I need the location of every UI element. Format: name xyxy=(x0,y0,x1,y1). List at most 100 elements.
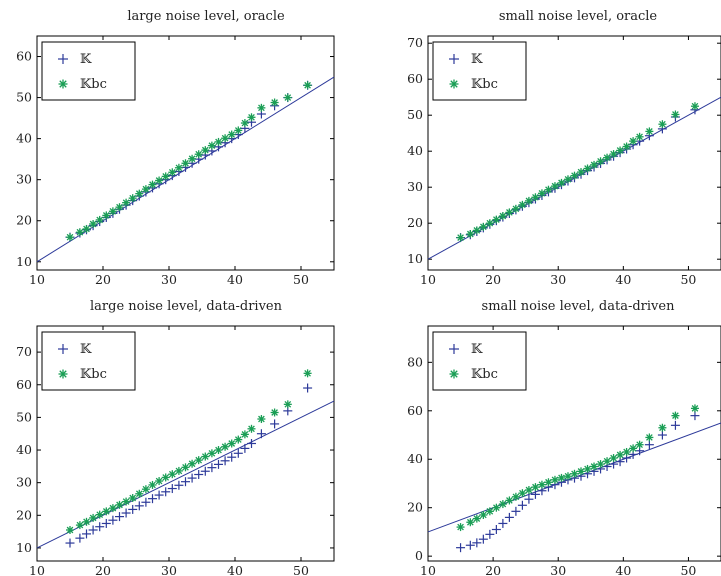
data-point-kbc xyxy=(524,486,533,495)
data-point-kbc xyxy=(188,459,197,468)
data-point-kbc xyxy=(221,442,230,451)
data-point-kbc xyxy=(498,212,507,220)
data-point-k xyxy=(82,529,91,539)
data-point-kbc xyxy=(82,224,91,233)
data-point-kbc xyxy=(214,446,223,455)
data-point-kbc xyxy=(207,141,216,150)
data-point-kbc xyxy=(645,127,654,136)
plot-frame xyxy=(36,325,335,562)
y-tick-label: 30 xyxy=(16,172,32,187)
legend-symbol-star xyxy=(449,369,459,379)
x-tick-label: 30 xyxy=(161,563,177,576)
data-point-kbc xyxy=(570,171,579,180)
data-point-k xyxy=(207,463,217,473)
data-point-k xyxy=(154,490,164,500)
x-tick-label: 40 xyxy=(615,272,631,287)
data-point-kbc xyxy=(270,98,279,107)
data-point-kbc xyxy=(108,504,117,513)
data-point-k xyxy=(187,473,197,483)
legend-symbol-plus xyxy=(58,344,68,354)
data-point-kbc xyxy=(609,150,618,159)
data-point-kbc xyxy=(95,510,104,519)
data-point-kbc xyxy=(128,194,137,203)
data-point-kbc xyxy=(141,485,150,494)
y-tick-label: 20 xyxy=(407,500,423,515)
data-point-kbc xyxy=(89,220,98,229)
data-point-kbc xyxy=(227,130,236,139)
y-tick-label: 50 xyxy=(16,409,32,424)
x-tick-label: 10 xyxy=(420,272,436,287)
axis-ticks: 10 20 30 40 50 10 20 30 40 50 60 xyxy=(16,36,334,287)
data-point-kbc xyxy=(115,203,124,212)
panel-small-noise-data-driven: small noise level, data-driven 10 20 30 40 5… xyxy=(407,299,721,576)
data-point-kbc xyxy=(303,81,312,90)
data-point-kbc xyxy=(181,159,190,168)
data-point-kbc xyxy=(498,500,507,509)
legend-marker-kbc xyxy=(449,79,459,89)
data-point-kbc xyxy=(479,510,488,519)
data-points xyxy=(65,369,313,548)
legend-label-kbc: 𝕂bc xyxy=(80,77,107,92)
data-point-kbc xyxy=(472,226,481,235)
data-point-k xyxy=(644,440,654,450)
data-point-kbc xyxy=(240,430,249,439)
data-point-kbc xyxy=(188,154,197,163)
data-point-k xyxy=(200,466,210,476)
y-tick-label: 10 xyxy=(16,254,32,269)
y-tick-label: 70 xyxy=(407,35,423,50)
x-tick-label: 50 xyxy=(293,563,309,576)
data-point-kbc xyxy=(505,496,514,505)
y-tick-label: 0 xyxy=(415,548,423,563)
data-point-kbc xyxy=(234,435,243,444)
data-point-k xyxy=(240,443,250,453)
panel-title: large noise level, oracle xyxy=(127,9,285,24)
y-tick-label: 30 xyxy=(16,475,32,490)
data-point-kbc xyxy=(66,233,74,242)
data-point-kbc xyxy=(629,137,638,146)
data-point-kbc xyxy=(148,480,157,489)
data-point-kbc xyxy=(531,193,540,202)
legend: 𝕂 𝕂bc xyxy=(41,41,136,101)
y-tick-label: 40 xyxy=(16,131,32,146)
data-point-kbc xyxy=(155,176,164,185)
x-tick-label: 30 xyxy=(550,563,566,576)
data-point-k xyxy=(485,529,495,539)
x-tick-label: 50 xyxy=(680,563,696,576)
x-tick-label: 10 xyxy=(29,563,45,576)
legend-label-kbc: 𝕂bc xyxy=(471,367,498,382)
data-point-kbc xyxy=(303,369,312,378)
data-point-kbc xyxy=(479,222,488,231)
data-point-kbc xyxy=(635,132,644,141)
data-point-kbc xyxy=(82,517,91,526)
data-point-kbc xyxy=(550,182,559,191)
legend-marker-k xyxy=(58,54,68,64)
data-point-kbc xyxy=(194,150,203,159)
data-point-kbc xyxy=(456,523,465,532)
x-tick-label: 30 xyxy=(161,272,177,287)
legend: 𝕂 𝕂bc xyxy=(41,331,136,391)
data-point-kbc xyxy=(122,497,131,506)
legend-marker-kbc xyxy=(58,79,68,89)
data-point-k xyxy=(88,525,98,535)
legend-marker-k xyxy=(449,344,459,354)
legend-label-k: 𝕂 xyxy=(80,342,92,357)
x-tick-label: 20 xyxy=(485,272,501,287)
data-point-kbc xyxy=(492,503,501,512)
data-points xyxy=(456,102,700,243)
x-tick-label: 30 xyxy=(550,272,566,287)
data-point-k xyxy=(247,439,256,448)
legend-label-kbc: 𝕂bc xyxy=(471,77,498,92)
legend-marker-kbc xyxy=(58,369,68,379)
data-point-kbc xyxy=(472,514,481,523)
data-point-kbc xyxy=(583,464,592,473)
data-point-kbc xyxy=(622,447,631,456)
panel-small-noise-oracle: small noise level, oracle 10 20 30 40 50 10 20… xyxy=(407,9,721,287)
legend-marker-kbc xyxy=(449,369,459,379)
data-point-kbc xyxy=(168,168,177,177)
data-point-kbc xyxy=(181,463,190,472)
data-point-kbc xyxy=(174,466,183,475)
data-point-kbc xyxy=(247,113,256,122)
y-tick-label: 40 xyxy=(16,442,32,457)
data-point-kbc xyxy=(257,103,266,112)
